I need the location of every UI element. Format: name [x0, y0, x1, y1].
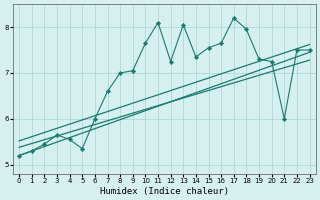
- X-axis label: Humidex (Indice chaleur): Humidex (Indice chaleur): [100, 187, 229, 196]
